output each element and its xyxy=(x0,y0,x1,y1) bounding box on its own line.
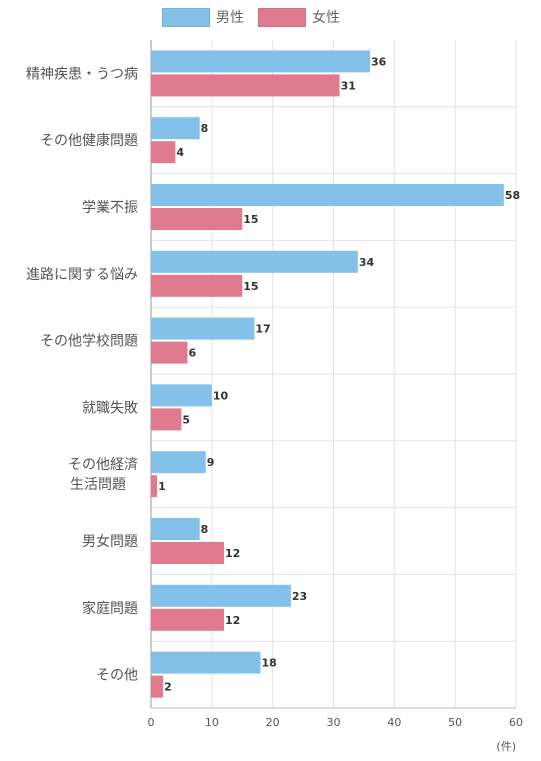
value-label-male: 17 xyxy=(255,323,270,336)
category-label: 進路に関する悩み xyxy=(26,267,138,283)
value-label-male: 10 xyxy=(213,389,229,402)
value-label-female: 6 xyxy=(189,347,197,360)
bar-female xyxy=(151,341,188,364)
bar-female xyxy=(151,408,182,431)
bar-female xyxy=(151,74,340,97)
bar-male xyxy=(151,50,370,73)
value-label-female: 5 xyxy=(182,413,190,426)
value-label-male: 36 xyxy=(371,55,387,68)
category-label: 男女問題 xyxy=(82,533,138,550)
bar-male xyxy=(151,184,504,206)
bar-male xyxy=(151,317,255,340)
bar-male xyxy=(151,584,291,607)
category-label: その他経済生活問題 xyxy=(68,457,138,493)
legend-item-female[interactable]: 女性 xyxy=(258,6,340,28)
category-label: 精神疾患・うつ病 xyxy=(26,66,138,82)
bar-female xyxy=(151,475,158,498)
value-label-male: 18 xyxy=(262,657,277,670)
value-label-female: 15 xyxy=(243,280,258,293)
value-label-male: 9 xyxy=(207,456,215,469)
bar-male xyxy=(151,518,200,540)
value-label-male: 8 xyxy=(201,523,209,536)
x-tick-label: 30 xyxy=(327,716,341,729)
x-tick-label: 60 xyxy=(509,716,523,729)
bar-male xyxy=(151,117,200,140)
value-label-female: 12 xyxy=(225,547,240,560)
value-label-female: 1 xyxy=(158,480,166,493)
value-label-male: 34 xyxy=(359,256,375,269)
value-label-male: 8 xyxy=(201,122,209,135)
value-label-female: 31 xyxy=(341,79,356,92)
legend-item-male[interactable]: 男性 xyxy=(162,6,244,28)
value-label-male: 58 xyxy=(505,189,520,202)
category-label: その他 xyxy=(96,668,138,684)
bar-male xyxy=(151,451,206,474)
x-tick-label: 20 xyxy=(266,716,280,729)
bar-female xyxy=(151,274,243,297)
bar-female xyxy=(151,208,243,230)
x-unit-label: (件) xyxy=(496,740,516,753)
x-tick-label: 40 xyxy=(387,716,401,729)
bar-female xyxy=(151,608,224,631)
category-label: 就職失敗 xyxy=(82,400,138,416)
legend-swatch-female xyxy=(258,7,306,27)
x-tick-label: 10 xyxy=(205,716,219,729)
x-tick-label: 0 xyxy=(148,716,155,729)
bar-male xyxy=(151,651,261,674)
legend-swatch-male xyxy=(162,7,210,27)
bar-female xyxy=(151,141,176,164)
value-label-female: 15 xyxy=(243,213,258,226)
category-label: その他健康問題 xyxy=(40,132,138,149)
value-label-female: 4 xyxy=(176,146,184,159)
value-label-male: 23 xyxy=(292,590,307,603)
category-label: 学業不振 xyxy=(82,200,138,216)
category-label: その他学校問題 xyxy=(40,333,138,350)
value-label-female: 12 xyxy=(225,614,240,627)
bar-female xyxy=(151,675,164,698)
bar-female xyxy=(151,542,224,564)
legend: 男性 女性 xyxy=(0,6,541,28)
bar-male xyxy=(151,250,358,273)
legend-label-female: 女性 xyxy=(312,10,340,26)
legend-label-male: 男性 xyxy=(216,10,244,26)
x-tick-label: 50 xyxy=(448,716,462,729)
bar-male xyxy=(151,384,212,407)
category-label: 家庭問題 xyxy=(82,600,138,617)
value-label-female: 2 xyxy=(164,681,172,694)
